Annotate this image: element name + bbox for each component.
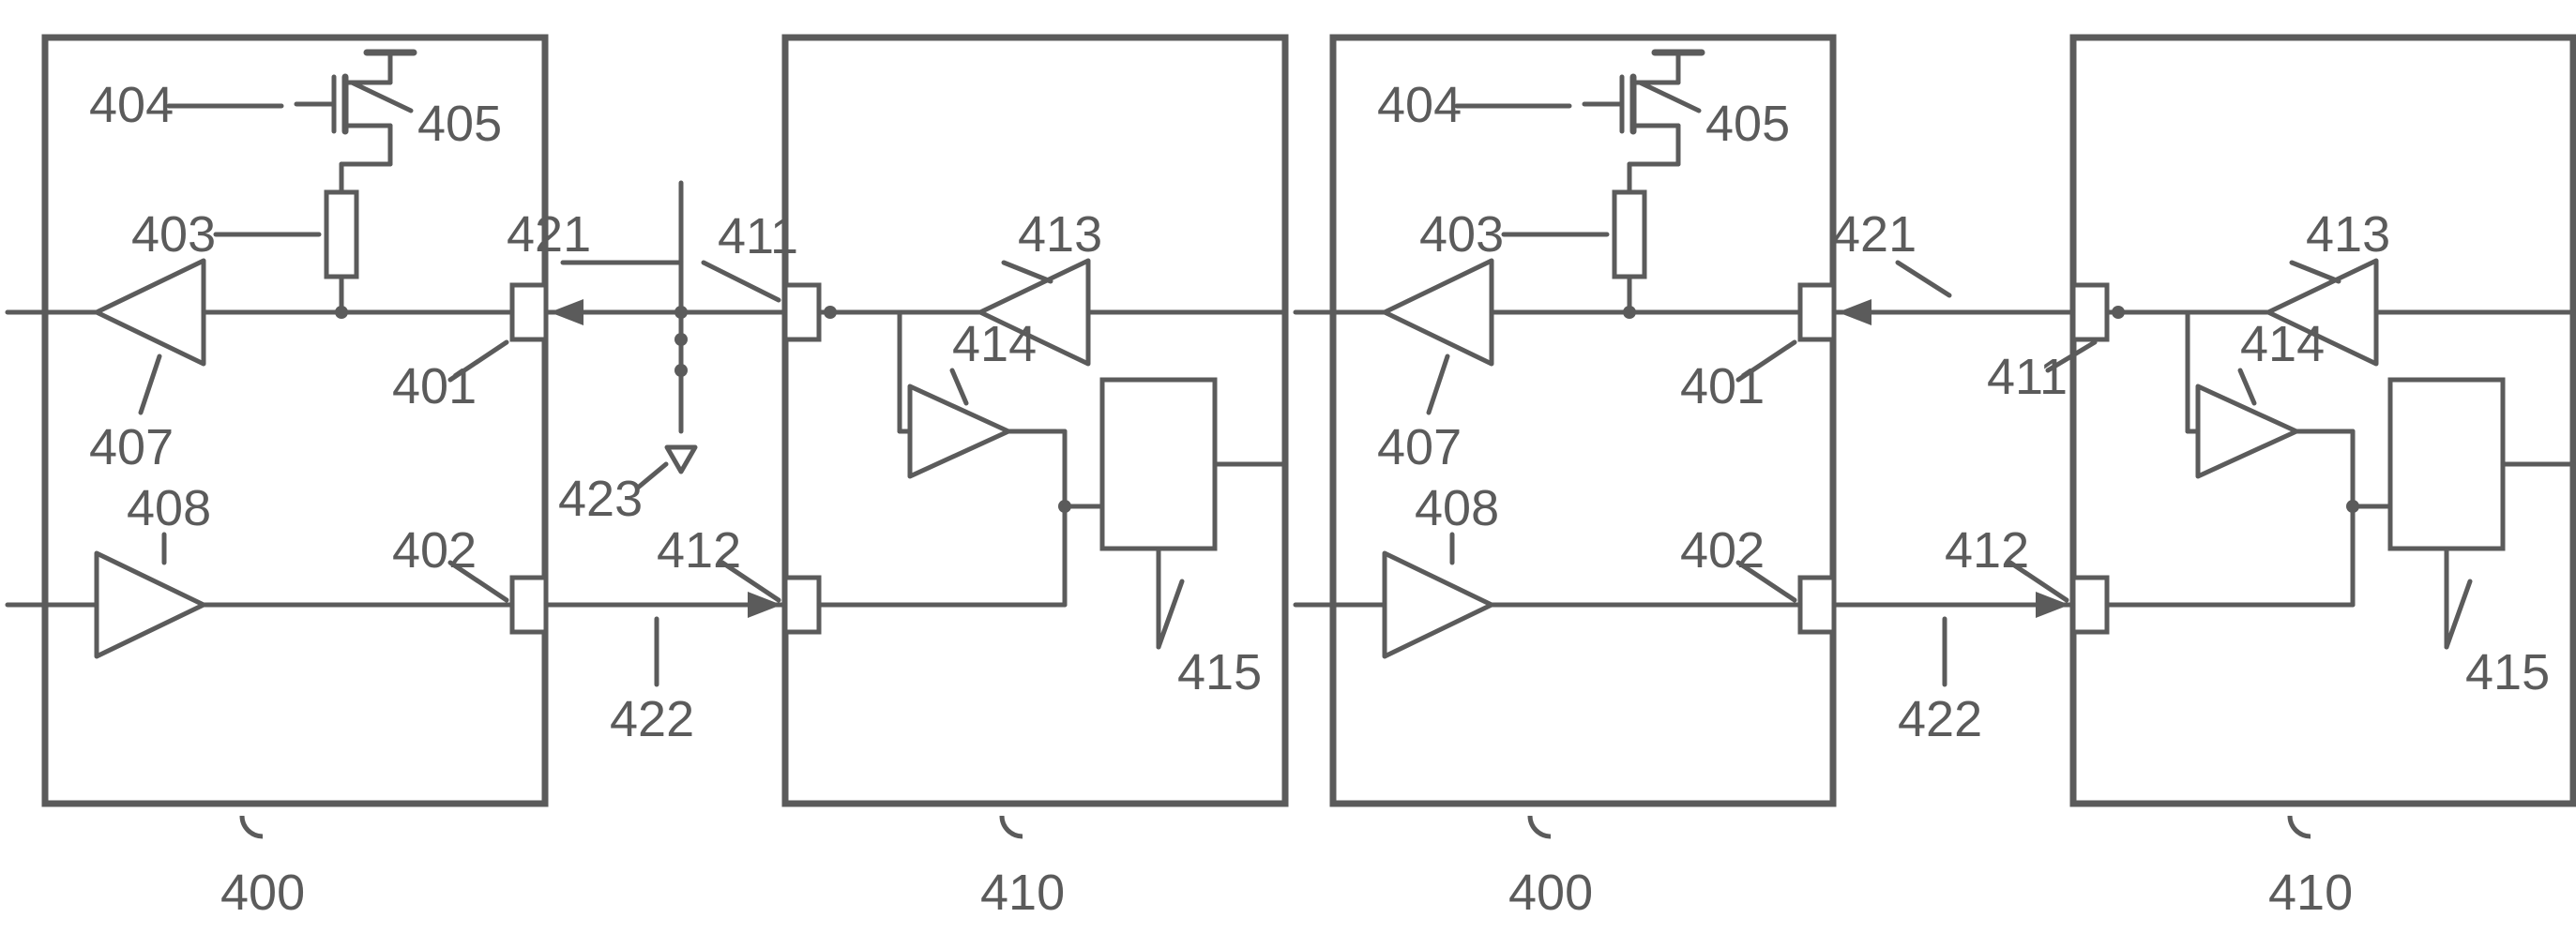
label-422: 422 [610, 691, 694, 747]
label-404: 404 [89, 77, 174, 133]
label-407: 407 [1377, 419, 1462, 475]
label-415: 415 [2465, 644, 2550, 700]
label-410: 410 [980, 865, 1065, 921]
label-400: 400 [1508, 865, 1593, 921]
label-423: 423 [558, 471, 643, 527]
label-402: 402 [1680, 522, 1765, 579]
label-414: 414 [952, 316, 1037, 372]
label-412: 412 [1945, 522, 2029, 579]
label-408: 408 [1415, 480, 1499, 536]
label-410: 410 [2268, 865, 2353, 921]
label-407: 407 [89, 419, 174, 475]
label-402: 402 [392, 522, 477, 579]
label-405: 405 [1705, 96, 1790, 152]
label-413: 413 [1018, 206, 1102, 263]
label-422: 422 [1898, 691, 1982, 747]
label-401: 401 [392, 358, 477, 414]
label-411: 411 [1987, 349, 2068, 405]
label-401: 401 [1680, 358, 1765, 414]
label-403: 403 [1419, 206, 1504, 263]
label-403: 403 [131, 206, 216, 263]
label-415: 415 [1177, 644, 1262, 700]
schematic-canvas: 4044054034074084014024124134144154224004… [0, 0, 2576, 948]
label-400: 400 [220, 865, 305, 921]
label-413: 413 [2306, 206, 2390, 263]
label-405: 405 [417, 96, 502, 152]
schematic-instance: 404 405 403 407408 401 402 412 413 414 415 422 400 4… [1296, 38, 2573, 921]
label-421: 421 [507, 206, 591, 263]
label-411: 411 [718, 208, 798, 264]
label-412: 412 [657, 522, 741, 579]
label-421: 421 [1832, 206, 1917, 263]
schematic-instance: 404 405 403 407408 401 402 412 413 414 415 422 400 4… [8, 38, 1285, 921]
label-414: 414 [2240, 316, 2325, 372]
label-408: 408 [127, 480, 211, 536]
label-404: 404 [1377, 77, 1462, 133]
